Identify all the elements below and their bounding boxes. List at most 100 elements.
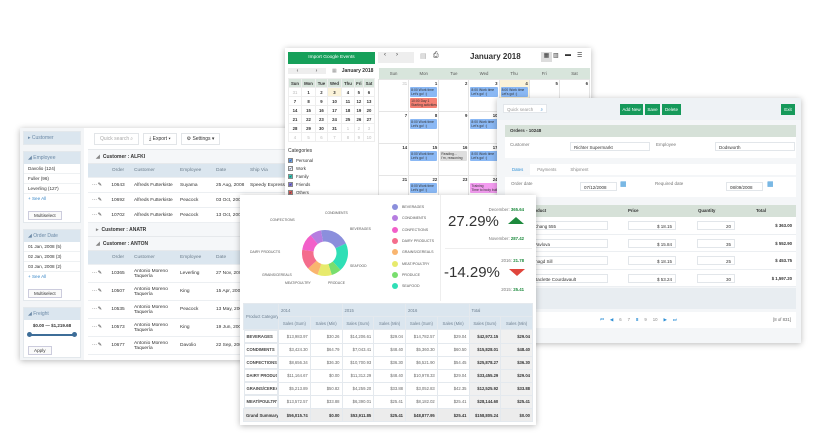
mini-calendar-day[interactable]: 4	[288, 132, 302, 142]
calendar-day-cell[interactable]: 1 8:00 Work time Let's go! :) 10:00 Day 1 St…	[408, 78, 440, 112]
mini-calendar-day[interactable]: 4	[341, 87, 355, 97]
employee-filter-header[interactable]: ◢ Employee	[24, 152, 80, 164]
page-link[interactable]: 6	[619, 317, 622, 322]
quantity-field[interactable]: 20	[697, 221, 735, 230]
mini-calendar-day[interactable]: 24	[326, 114, 343, 124]
calendar-event[interactable]: 10:00 Day 1 Starting activities	[410, 97, 438, 108]
row-category[interactable]: MEAT/POULTRY	[243, 395, 278, 408]
mini-calendar-day[interactable]: 5	[300, 132, 317, 142]
quick-search-input[interactable]: Quick search ⌕	[94, 132, 139, 145]
mini-calendar-day[interactable]: 16	[315, 105, 328, 115]
expand-icon[interactable]: ▸	[96, 227, 99, 233]
employee-filter-item[interactable]: Davolio (124)	[24, 164, 80, 174]
order-date-field[interactable]: 07/12/2008	[580, 182, 617, 191]
page-link[interactable]: 9	[644, 317, 647, 322]
apply-button[interactable]: Apply	[28, 346, 52, 355]
freight-filter-header[interactable]: ◢ Freight	[24, 308, 80, 320]
calendar-event[interactable]: 8:00 Work time Let's go! :)	[500, 86, 528, 97]
category-item[interactable]: ✔ Family	[288, 172, 313, 180]
legend-item[interactable]: CONFECTIONS	[392, 226, 428, 233]
prev-month-button[interactable]: ‹	[288, 68, 307, 74]
measure-header[interactable]: Sales (Min)	[436, 316, 470, 330]
calendar-day-cell[interactable]: 10 8:00 Work time Let's go! :)	[468, 110, 500, 144]
donut-slice-dairy-products[interactable]	[302, 249, 317, 269]
row-category[interactable]: DAIRY PRODUCTS	[243, 369, 278, 382]
mini-calendar-day[interactable]: 2	[353, 123, 365, 133]
page-link[interactable]: 8	[635, 317, 639, 322]
mini-calendar-day[interactable]: 14	[288, 105, 302, 115]
employee-filter-item[interactable]: Leverling (127)	[24, 184, 80, 194]
calendar-day-cell[interactable]: 14	[377, 142, 410, 176]
collapse-icon[interactable]: ◢	[96, 154, 100, 160]
calendar-event[interactable]: 8:00 Work time Let's go! :)	[410, 150, 438, 161]
slider-handle-min[interactable]	[27, 332, 32, 337]
mini-calendar-day[interactable]: 9	[315, 96, 328, 106]
legend-item[interactable]: BEVERAGES	[392, 204, 424, 210]
column-header[interactable]: Quantity	[698, 208, 716, 213]
day-view-icon[interactable]: ▬	[565, 52, 571, 58]
edit-icon[interactable]: ✎	[97, 212, 102, 218]
measure-header[interactable]: Sales (Sum)	[468, 316, 502, 330]
column-header[interactable]: Total	[756, 208, 766, 213]
employee-filter-item[interactable]: Fuller (96)	[24, 174, 80, 184]
mini-calendar-day[interactable]: 7	[326, 132, 343, 142]
measure-header[interactable]: Sales (Sum)	[341, 316, 375, 330]
prev-page-icon[interactable]: ◀	[609, 317, 614, 322]
quantity-field[interactable]: 30	[697, 273, 735, 283]
import-google-events-button[interactable]: Import Google Events	[288, 52, 375, 64]
row-category[interactable]: GRAINS/CEREALS	[243, 382, 278, 395]
row-category[interactable]: BEVERAGES	[243, 330, 278, 343]
mini-calendar-day[interactable]: 6	[363, 87, 375, 97]
more-icon[interactable]: ⋯	[92, 271, 97, 276]
order-date-filter-item[interactable]: 03 Jan, 2008 (2)	[24, 262, 80, 272]
mini-calendar-day[interactable]: 30	[315, 123, 328, 133]
mini-calendar-day[interactable]: 18	[341, 105, 355, 115]
tab-payments[interactable]: Payments	[530, 164, 564, 175]
column-header[interactable]: Order	[111, 168, 125, 173]
prev-button[interactable]: ‹ ›	[378, 52, 414, 63]
column-header[interactable]: Employee	[180, 255, 202, 260]
add-new-button[interactable]: Add New	[620, 104, 643, 115]
mini-calendar-day[interactable]: 21	[288, 114, 302, 124]
price-field[interactable]: $ 18.15	[628, 221, 676, 230]
table-row[interactable]: ⋯✎ 10507 Antonio Moreno Taquería King 15 Apr…	[88, 283, 292, 301]
print-icon[interactable]: ⎙	[433, 52, 439, 59]
employee-field[interactable]: Dodsworth	[715, 142, 795, 151]
edit-icon[interactable]: ✎	[97, 307, 102, 312]
collapse-icon[interactable]: ◢	[96, 241, 100, 247]
next-page-icon[interactable]: ▶	[663, 317, 667, 322]
group-row[interactable]: ◢ Customer : ALFKI	[88, 150, 292, 164]
measure-header[interactable]: Sales (Min)	[373, 316, 406, 330]
tab-dates[interactable]: Dates	[505, 164, 531, 175]
edit-icon[interactable]: ✎	[97, 182, 102, 188]
measure-header[interactable]: Sales (Sum)	[405, 316, 438, 330]
checkbox-checked-icon[interactable]: ✔	[288, 173, 293, 179]
list-view-icon[interactable]: ☰	[577, 53, 583, 59]
edit-icon[interactable]: ✎	[97, 289, 102, 294]
see-all-link[interactable]: + See All	[28, 274, 47, 279]
quick-search-input[interactable]: Quick search ⌕	[503, 104, 547, 113]
mini-calendar-day[interactable]: 8	[341, 132, 355, 142]
column-header[interactable]: Customer	[134, 255, 155, 260]
mini-calendar-day[interactable]: 10	[363, 132, 375, 142]
mini-calendar-day[interactable]: 28	[288, 123, 302, 133]
freight-slider[interactable]	[27, 331, 77, 339]
calendar-event[interactable]: 8:00 Work time Let's go! :)	[470, 86, 498, 97]
calendar-event[interactable]: 8:00 Work time Let's go! :)	[410, 118, 438, 129]
required-date-field[interactable]: 08/09/2008	[726, 182, 763, 191]
more-icon[interactable]: ⋯	[92, 325, 97, 330]
week-view-icon[interactable]: ▥	[553, 53, 559, 59]
mini-calendar-day[interactable]: 31	[326, 123, 343, 133]
legend-item[interactable]: DAIRY PRODUCTS	[392, 237, 434, 244]
mini-calendar-day[interactable]: 3	[363, 123, 375, 133]
calendar-event[interactable]: 8:00 Work time Let's go! :)	[470, 150, 498, 161]
save-button[interactable]: Save	[645, 104, 660, 115]
mini-calendar-day[interactable]: 12	[353, 96, 365, 106]
mini-calendar-day[interactable]: 31	[288, 87, 302, 97]
calendar-day-cell[interactable]: 3 8:00 Work time Let's go! :)	[468, 78, 500, 112]
table-row[interactable]: ⋯✎ 10535 Antonio Moreno Taquería Peacock 13 …	[88, 301, 292, 319]
row-category[interactable]: CONFECTIONS	[243, 356, 278, 369]
column-header[interactable]: Date	[216, 168, 227, 173]
donut-slice-seafood[interactable]	[332, 243, 348, 270]
more-icon[interactable]: ⋯	[92, 212, 97, 218]
